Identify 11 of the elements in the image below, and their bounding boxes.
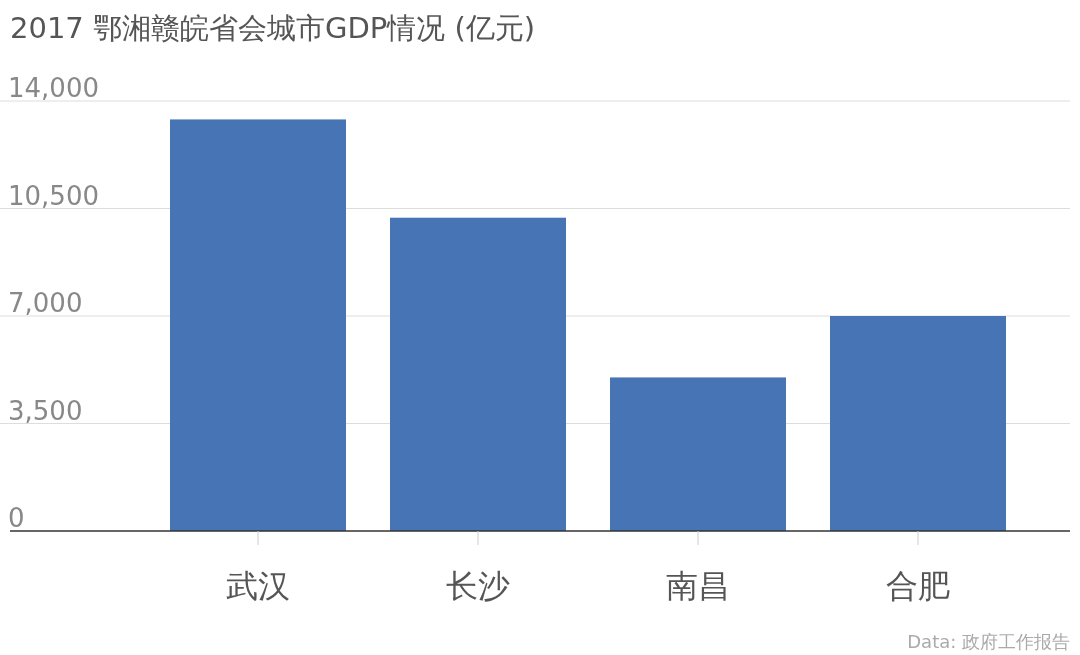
y-tick-label: 7,000 xyxy=(8,288,83,318)
y-tick-label: 14,000 xyxy=(8,73,99,103)
y-tick-label: 3,500 xyxy=(8,395,83,426)
y-tick-label: 0 xyxy=(8,503,25,533)
x-tick-label: 长沙 xyxy=(446,567,510,605)
x-tick-label: 南昌 xyxy=(666,567,730,605)
x-tick-label: 合肥 xyxy=(886,567,950,605)
x-tick-label: 武汉 xyxy=(226,567,290,605)
chart-title: 2017 鄂湘赣皖省会城市GDP情况 (亿元) xyxy=(10,11,536,45)
text: Data: 政府工作报告 xyxy=(907,631,1070,652)
y-tick-label: 10,500 xyxy=(8,180,99,211)
